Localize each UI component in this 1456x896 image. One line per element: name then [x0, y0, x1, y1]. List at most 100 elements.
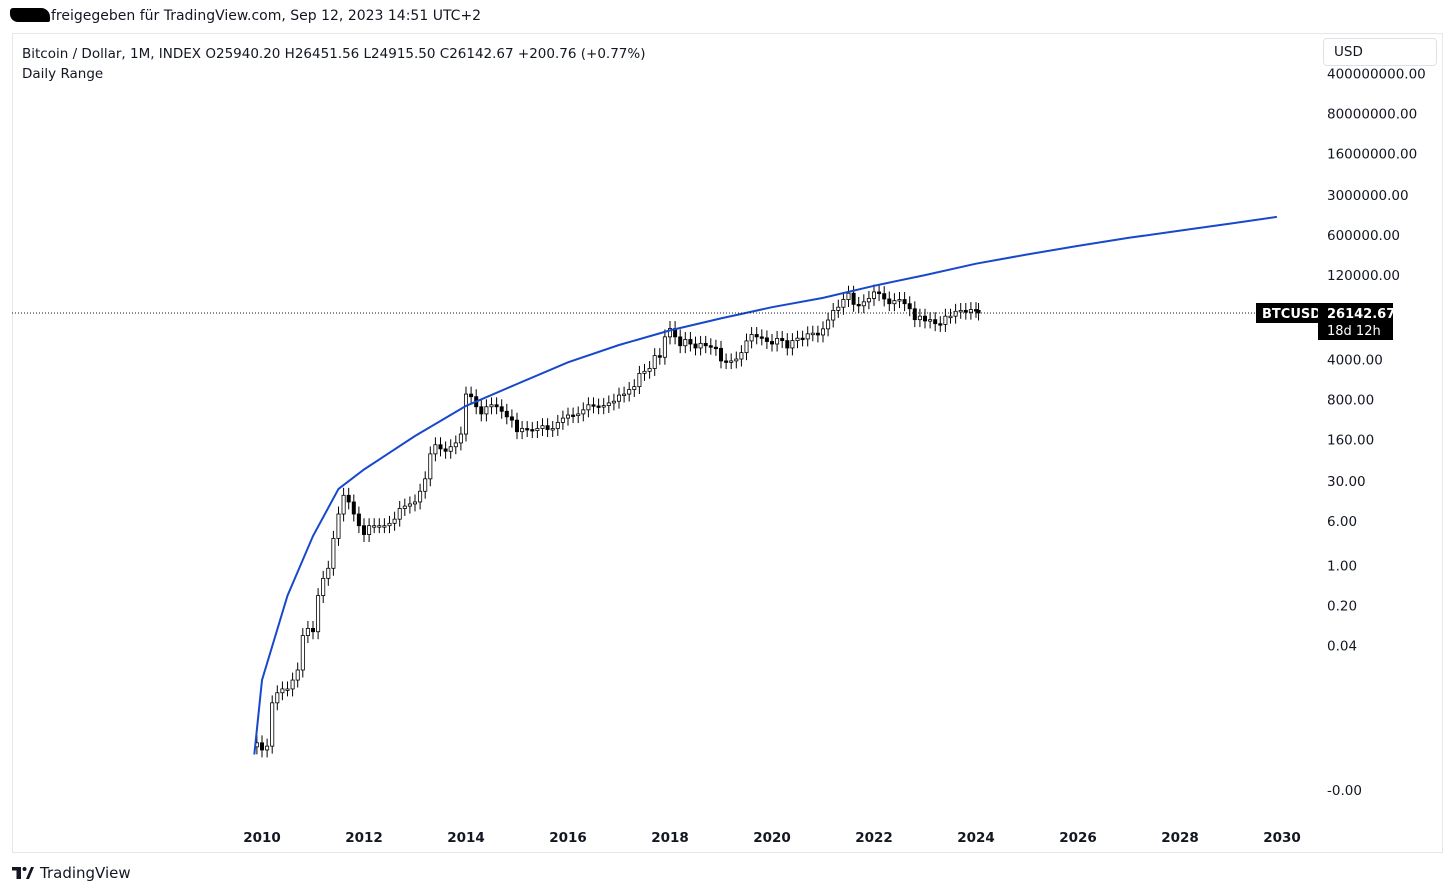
candle-body — [734, 358, 739, 362]
tradingview-logo-icon — [12, 867, 34, 879]
tradingview-brand[interactable]: TradingView — [12, 864, 131, 882]
candle-body — [453, 442, 458, 448]
candle-body — [744, 340, 749, 354]
candle-body — [479, 406, 484, 415]
symbol-ohlc-line[interactable]: Bitcoin / Dollar, 1M, INDEX O25940.20 H2… — [22, 46, 646, 62]
candle-body — [606, 402, 611, 406]
candle-body — [968, 309, 973, 313]
candle-body — [948, 315, 953, 319]
candle-body — [892, 300, 897, 305]
candle-body — [520, 428, 525, 433]
y-tick-label: 16000000.00 — [1327, 147, 1417, 163]
candle-body — [259, 742, 264, 751]
candle-body — [861, 301, 866, 307]
candle-body — [515, 419, 520, 433]
candle-body — [336, 513, 341, 539]
candle-body — [423, 478, 428, 492]
candle-body — [499, 406, 504, 412]
candle-body — [402, 505, 407, 509]
candle-body — [530, 429, 535, 432]
y-tick-label: 120000.00 — [1327, 268, 1400, 284]
y-tick-label: 160.00 — [1327, 433, 1374, 449]
x-tick-label: 2012 — [345, 830, 383, 846]
candle-body — [851, 292, 856, 305]
x-tick-label: 2024 — [957, 830, 995, 846]
candle-body — [622, 393, 627, 396]
candle-body — [652, 355, 657, 369]
price-tag-countdown: 18d 12h — [1327, 324, 1381, 339]
candle-body — [545, 425, 550, 430]
candle-body — [897, 299, 902, 302]
candle-body — [928, 319, 933, 322]
brand-name: TradingView — [40, 864, 131, 882]
candle-body — [749, 334, 754, 342]
candle-body — [382, 525, 387, 528]
candle-body — [719, 347, 724, 362]
candle-body — [872, 291, 877, 299]
candle-body — [397, 508, 402, 520]
candle-body — [418, 490, 423, 503]
candle-body — [316, 595, 321, 633]
candle-body — [601, 405, 606, 408]
y-tick-label: 800.00 — [1327, 393, 1374, 409]
candle-body — [428, 453, 433, 480]
candle-body — [555, 421, 560, 429]
currency-button[interactable]: USD — [1323, 38, 1437, 66]
candle-body — [463, 393, 468, 435]
candle-body — [509, 416, 514, 421]
candle-body — [596, 405, 601, 408]
candle-body — [448, 446, 453, 452]
candle-body — [866, 298, 871, 303]
y-tick-label: 400000000.00 — [1327, 67, 1426, 83]
candle-body — [412, 501, 417, 505]
x-tick-label: 2014 — [447, 830, 485, 846]
candle-body — [367, 525, 372, 535]
candle-body — [963, 310, 968, 313]
y-tick-label: 1.00 — [1327, 559, 1357, 575]
candle-body — [668, 328, 673, 338]
candle-body — [351, 501, 356, 515]
candle-body — [785, 340, 790, 349]
candle-body — [356, 513, 361, 527]
share-caption: freigegeben für TradingView.com, Sep 12,… — [10, 8, 481, 24]
y-tick-label: 3000000.00 — [1327, 188, 1409, 204]
price-tag-value: 26142.67 — [1327, 307, 1395, 322]
candle-body — [617, 394, 622, 402]
chart-frame — [12, 33, 1443, 853]
indicator-label[interactable]: Daily Range — [22, 66, 104, 82]
price-tag-symbol: BTCUSD — [1262, 307, 1321, 322]
regression-curve — [253, 215, 1278, 755]
y-tick-label: 0.20 — [1327, 599, 1357, 615]
candle-body — [586, 404, 591, 411]
x-tick-label: 2020 — [753, 830, 791, 846]
candle-body — [790, 340, 795, 349]
candle-body — [938, 323, 943, 326]
candle-body — [657, 355, 662, 358]
y-tick-label: 6.00 — [1327, 514, 1357, 530]
candle-body — [392, 518, 397, 524]
candle-body — [571, 414, 576, 417]
redacted-username — [10, 8, 50, 22]
candle-body — [326, 567, 331, 579]
candle-body — [698, 342, 703, 349]
candle-body — [361, 525, 366, 535]
candle-body — [846, 292, 851, 300]
candle-body — [560, 417, 565, 423]
candle-body — [270, 702, 275, 747]
candle-body — [550, 428, 555, 431]
candle-body — [953, 310, 958, 317]
share-caption-text: freigegeben für TradingView.com, Sep 12,… — [51, 8, 482, 24]
candle-body — [489, 404, 494, 408]
candle-body — [815, 332, 820, 336]
y-tick-label: -0.00 — [1327, 783, 1362, 799]
candle-body — [912, 308, 917, 321]
candle-body — [917, 315, 922, 321]
candle-body — [627, 389, 632, 395]
candle-body — [637, 372, 642, 388]
candle-body — [759, 336, 764, 339]
candle-body — [310, 628, 315, 633]
candle-body — [836, 306, 841, 311]
x-tick-label: 2030 — [1263, 830, 1301, 846]
candle-body — [433, 444, 438, 455]
